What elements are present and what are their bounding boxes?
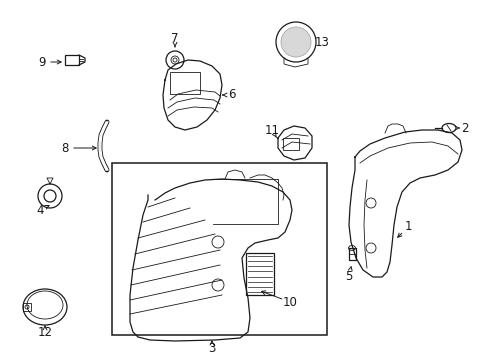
Text: 3: 3 bbox=[208, 342, 216, 355]
Text: 5: 5 bbox=[345, 270, 353, 283]
Text: 7: 7 bbox=[171, 31, 179, 45]
Text: 2: 2 bbox=[461, 122, 469, 135]
Bar bbox=[283, 138, 299, 150]
Text: 4: 4 bbox=[36, 203, 44, 216]
Text: 1: 1 bbox=[404, 220, 412, 234]
Bar bbox=[65, 55, 79, 65]
Bar bbox=[23, 303, 31, 311]
Text: 6: 6 bbox=[228, 89, 236, 102]
Bar bbox=[246, 253, 274, 295]
Text: 8: 8 bbox=[61, 141, 69, 154]
Text: 13: 13 bbox=[315, 36, 329, 49]
Text: 9: 9 bbox=[38, 55, 46, 68]
Circle shape bbox=[281, 27, 311, 57]
Text: 11: 11 bbox=[265, 123, 279, 136]
Text: 12: 12 bbox=[38, 327, 52, 339]
Bar bbox=[112, 163, 327, 335]
Text: 10: 10 bbox=[283, 296, 297, 309]
Bar bbox=[170, 72, 200, 94]
